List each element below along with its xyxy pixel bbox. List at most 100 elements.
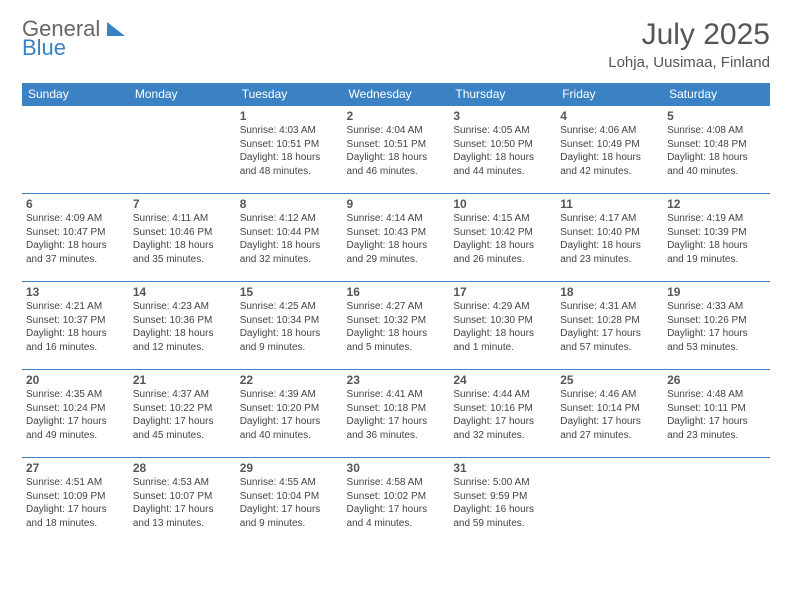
sunset-text: Sunset: 10:43 PM: [347, 226, 446, 240]
daylight-text-1: Daylight: 18 hours: [133, 239, 232, 253]
daylight-text-1: Daylight: 18 hours: [560, 239, 659, 253]
day-number: 19: [667, 285, 766, 299]
daylight-text-2: and 5 minutes.: [347, 341, 446, 355]
daylight-text-2: and 1 minute.: [453, 341, 552, 355]
dayhead: Friday: [556, 83, 663, 106]
week-row: 20Sunrise: 4:35 AMSunset: 10:24 PMDaylig…: [22, 370, 770, 458]
sunset-text: Sunset: 10:51 PM: [240, 138, 339, 152]
dayhead: Thursday: [449, 83, 556, 106]
day-info: Sunrise: 4:39 AMSunset: 10:20 PMDaylight…: [240, 388, 339, 442]
day-number: 16: [347, 285, 446, 299]
sunset-text: Sunset: 10:37 PM: [26, 314, 125, 328]
day-info: Sunrise: 4:11 AMSunset: 10:46 PMDaylight…: [133, 212, 232, 266]
daylight-text-2: and 59 minutes.: [453, 517, 552, 531]
sunset-text: Sunset: 10:14 PM: [560, 402, 659, 416]
daylight-text-2: and 44 minutes.: [453, 165, 552, 179]
daylight-text-2: and 32 minutes.: [453, 429, 552, 443]
day-info: Sunrise: 4:12 AMSunset: 10:44 PMDaylight…: [240, 212, 339, 266]
sunrise-text: Sunrise: 4:51 AM: [26, 476, 125, 490]
dayhead-row: SundayMondayTuesdayWednesdayThursdayFrid…: [22, 83, 770, 106]
day-cell: 28Sunrise: 4:53 AMSunset: 10:07 PMDaylig…: [129, 458, 236, 546]
daylight-text-1: Daylight: 17 hours: [667, 415, 766, 429]
daylight-text-1: Daylight: 18 hours: [26, 239, 125, 253]
day-info: Sunrise: 4:41 AMSunset: 10:18 PMDaylight…: [347, 388, 446, 442]
daylight-text-2: and 13 minutes.: [133, 517, 232, 531]
day-info: Sunrise: 4:25 AMSunset: 10:34 PMDaylight…: [240, 300, 339, 354]
sunset-text: Sunset: 10:40 PM: [560, 226, 659, 240]
day-number: 11: [560, 197, 659, 211]
sunrise-text: Sunrise: 4:37 AM: [133, 388, 232, 402]
day-info: Sunrise: 4:37 AMSunset: 10:22 PMDaylight…: [133, 388, 232, 442]
daylight-text-2: and 40 minutes.: [667, 165, 766, 179]
daylight-text-2: and 40 minutes.: [240, 429, 339, 443]
sunset-text: Sunset: 10:30 PM: [453, 314, 552, 328]
daylight-text-1: Daylight: 18 hours: [240, 239, 339, 253]
day-info: Sunrise: 4:55 AMSunset: 10:04 PMDaylight…: [240, 476, 339, 530]
sunrise-text: Sunrise: 4:12 AM: [240, 212, 339, 226]
sunset-text: Sunset: 10:50 PM: [453, 138, 552, 152]
daylight-text-2: and 57 minutes.: [560, 341, 659, 355]
day-cell: 6Sunrise: 4:09 AMSunset: 10:47 PMDayligh…: [22, 194, 129, 282]
day-cell: 30Sunrise: 4:58 AMSunset: 10:02 PMDaylig…: [343, 458, 450, 546]
day-cell: 2Sunrise: 4:04 AMSunset: 10:51 PMDayligh…: [343, 106, 450, 194]
day-cell: 21Sunrise: 4:37 AMSunset: 10:22 PMDaylig…: [129, 370, 236, 458]
daylight-text-1: Daylight: 17 hours: [667, 327, 766, 341]
sunrise-text: Sunrise: 4:05 AM: [453, 124, 552, 138]
day-number: 13: [26, 285, 125, 299]
day-cell: 7Sunrise: 4:11 AMSunset: 10:46 PMDayligh…: [129, 194, 236, 282]
day-info: Sunrise: 4:19 AMSunset: 10:39 PMDaylight…: [667, 212, 766, 266]
sunrise-text: Sunrise: 4:04 AM: [347, 124, 446, 138]
daylight-text-1: Daylight: 18 hours: [453, 327, 552, 341]
dayhead: Tuesday: [236, 83, 343, 106]
sunset-text: Sunset: 10:28 PM: [560, 314, 659, 328]
daylight-text-2: and 42 minutes.: [560, 165, 659, 179]
sunrise-text: Sunrise: 4:19 AM: [667, 212, 766, 226]
sunrise-text: Sunrise: 4:31 AM: [560, 300, 659, 314]
day-cell: 24Sunrise: 4:44 AMSunset: 10:16 PMDaylig…: [449, 370, 556, 458]
daylight-text-2: and 29 minutes.: [347, 253, 446, 267]
daylight-text-2: and 36 minutes.: [347, 429, 446, 443]
day-number: 2: [347, 109, 446, 123]
sunrise-text: Sunrise: 4:09 AM: [26, 212, 125, 226]
daylight-text-1: Daylight: 18 hours: [240, 327, 339, 341]
day-cell: 19Sunrise: 4:33 AMSunset: 10:26 PMDaylig…: [663, 282, 770, 370]
day-cell: 29Sunrise: 4:55 AMSunset: 10:04 PMDaylig…: [236, 458, 343, 546]
day-cell: 11Sunrise: 4:17 AMSunset: 10:40 PMDaylig…: [556, 194, 663, 282]
day-info: Sunrise: 4:15 AMSunset: 10:42 PMDaylight…: [453, 212, 552, 266]
dayhead: Saturday: [663, 83, 770, 106]
day-cell: 22Sunrise: 4:39 AMSunset: 10:20 PMDaylig…: [236, 370, 343, 458]
daylight-text-1: Daylight: 18 hours: [453, 239, 552, 253]
daylight-text-1: Daylight: 18 hours: [133, 327, 232, 341]
daylight-text-1: Daylight: 16 hours: [453, 503, 552, 517]
day-number: 18: [560, 285, 659, 299]
sunrise-text: Sunrise: 4:48 AM: [667, 388, 766, 402]
sunrise-text: Sunrise: 4:21 AM: [26, 300, 125, 314]
sunrise-text: Sunrise: 4:53 AM: [133, 476, 232, 490]
daylight-text-2: and 27 minutes.: [560, 429, 659, 443]
daylight-text-2: and 46 minutes.: [347, 165, 446, 179]
day-number: 27: [26, 461, 125, 475]
dayhead: Monday: [129, 83, 236, 106]
sunset-text: Sunset: 10:48 PM: [667, 138, 766, 152]
day-cell: 5Sunrise: 4:08 AMSunset: 10:48 PMDayligh…: [663, 106, 770, 194]
day-info: Sunrise: 4:29 AMSunset: 10:30 PMDaylight…: [453, 300, 552, 354]
day-cell: 31Sunrise: 5:00 AMSunset: 9:59 PMDayligh…: [449, 458, 556, 546]
sunset-text: Sunset: 10:36 PM: [133, 314, 232, 328]
sunset-text: Sunset: 10:22 PM: [133, 402, 232, 416]
sunrise-text: Sunrise: 4:06 AM: [560, 124, 659, 138]
daylight-text-1: Daylight: 17 hours: [26, 415, 125, 429]
daylight-text-1: Daylight: 18 hours: [560, 151, 659, 165]
day-info: Sunrise: 4:35 AMSunset: 10:24 PMDaylight…: [26, 388, 125, 442]
day-cell: 26Sunrise: 4:48 AMSunset: 10:11 PMDaylig…: [663, 370, 770, 458]
day-cell: 16Sunrise: 4:27 AMSunset: 10:32 PMDaylig…: [343, 282, 450, 370]
header: General Blue July 2025 Lohja, Uusimaa, F…: [22, 18, 770, 71]
daylight-text-1: Daylight: 17 hours: [133, 415, 232, 429]
day-cell: 4Sunrise: 4:06 AMSunset: 10:49 PMDayligh…: [556, 106, 663, 194]
sunset-text: Sunset: 9:59 PM: [453, 490, 552, 504]
daylight-text-1: Daylight: 17 hours: [347, 415, 446, 429]
sunset-text: Sunset: 10:04 PM: [240, 490, 339, 504]
sunset-text: Sunset: 10:20 PM: [240, 402, 339, 416]
day-cell: 20Sunrise: 4:35 AMSunset: 10:24 PMDaylig…: [22, 370, 129, 458]
day-cell: 27Sunrise: 4:51 AMSunset: 10:09 PMDaylig…: [22, 458, 129, 546]
sunrise-text: Sunrise: 4:03 AM: [240, 124, 339, 138]
